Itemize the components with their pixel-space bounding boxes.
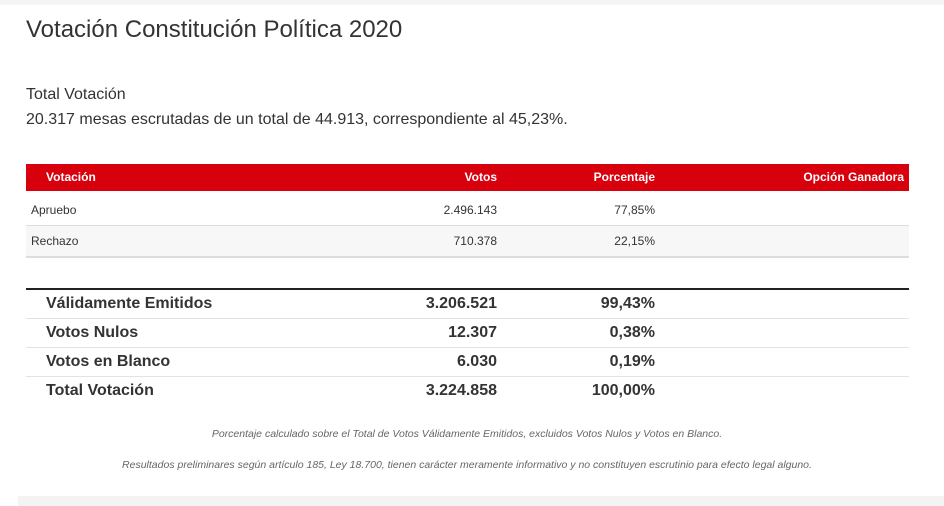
results-table-header: Votación Votos Porcentaje Opción Ganador… bbox=[26, 164, 909, 191]
footnote-percentage: Porcentaje calculado sobre el Total de V… bbox=[211, 428, 723, 440]
option-votes: 710.378 bbox=[453, 234, 497, 248]
summary-text: 20.317 mesas escrutadas de un total de 4… bbox=[26, 111, 568, 128]
header-votacion: Votación bbox=[46, 170, 96, 184]
totals-label: Votos en Blanco bbox=[46, 353, 171, 370]
totals-percent: 100,00% bbox=[591, 382, 655, 399]
option-percent: 22,15% bbox=[614, 234, 655, 248]
totals-row: Válidamente Emitidos 3.206.521 99,43% bbox=[26, 290, 909, 319]
option-name: Apruebo bbox=[31, 203, 77, 217]
totals-percent: 0,19% bbox=[609, 353, 655, 370]
page-title: Votación Constitución Política 2020 bbox=[26, 16, 403, 43]
totals-row: Total Votación 3.224.858 100,00% bbox=[26, 377, 909, 405]
summary-label: Total Votación bbox=[26, 86, 126, 103]
footnote-legal: Resultados preliminares según artículo 1… bbox=[122, 459, 812, 471]
option-name: Rechazo bbox=[31, 234, 79, 248]
table-row: Apruebo 2.496.143 77,85% bbox=[26, 195, 909, 226]
top-band bbox=[0, 0, 944, 5]
bottom-band bbox=[18, 496, 944, 506]
option-votes: 2.496.143 bbox=[443, 203, 497, 217]
totals-label: Votos Nulos bbox=[46, 324, 139, 341]
header-votos: Votos bbox=[464, 170, 497, 184]
table-row: Rechazo 710.378 22,15% bbox=[26, 226, 909, 258]
totals-row: Votos en Blanco 6.030 0,19% bbox=[26, 348, 909, 377]
totals-table: Válidamente Emitidos 3.206.521 99,43% Voto… bbox=[26, 288, 909, 405]
header-opcion-ganadora: Opción Ganadora bbox=[803, 170, 904, 184]
totals-label: Total Votación bbox=[46, 382, 154, 399]
option-percent: 77,85% bbox=[614, 203, 655, 217]
totals-percent: 0,38% bbox=[609, 324, 655, 341]
totals-percent: 99,43% bbox=[600, 295, 655, 312]
totals-row: Votos Nulos 12.307 0,38% bbox=[26, 319, 909, 348]
totals-votes: 3.206.521 bbox=[425, 295, 497, 312]
totals-label: Válidamente Emitidos bbox=[46, 295, 213, 312]
totals-votes: 12.307 bbox=[448, 324, 497, 341]
totals-votes: 3.224.858 bbox=[425, 382, 497, 399]
totals-votes: 6.030 bbox=[456, 353, 497, 370]
header-porcentaje: Porcentaje bbox=[593, 170, 655, 184]
